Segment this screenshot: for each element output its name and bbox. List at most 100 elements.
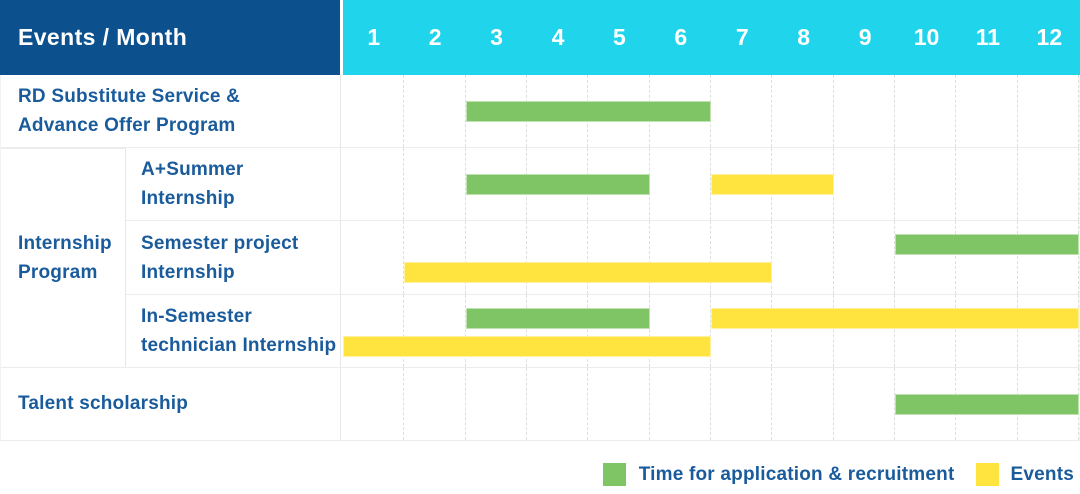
row-label: In-Semester technician Internship xyxy=(1,294,341,367)
row-label-line: Semester project xyxy=(141,232,299,254)
grid-column xyxy=(343,294,405,367)
grid-column xyxy=(404,221,466,294)
grid-column xyxy=(834,148,895,221)
table-row: A+Summer Internship xyxy=(1,147,1079,221)
row-label-line: Advance Offer Program xyxy=(18,115,236,137)
grid-column xyxy=(343,367,405,441)
row-label-line: Internship xyxy=(141,261,235,283)
grid-column xyxy=(1018,75,1079,148)
grid-column xyxy=(834,221,895,294)
grid-column xyxy=(772,75,834,148)
event-bar xyxy=(711,307,1079,329)
grid-column xyxy=(650,367,711,441)
month-header-label: 10 xyxy=(913,24,940,50)
table-row: RD Substitute Service & Advance Offer Pro… xyxy=(1,75,1079,148)
table-row: In-Semester technician Internship xyxy=(1,293,1079,367)
month-header-label: 7 xyxy=(735,24,749,50)
row-chart-area xyxy=(343,221,1079,294)
grid-column xyxy=(466,221,527,294)
row-label-line: In-Semester xyxy=(141,305,252,327)
grid-column xyxy=(650,294,711,367)
grid-column xyxy=(1018,294,1079,367)
row-chart-area xyxy=(343,148,1079,221)
row-label: RD Substitute Service & Advance Offer Pro… xyxy=(1,75,341,148)
grid-column xyxy=(711,221,773,294)
legend-swatch-application xyxy=(602,463,626,486)
grid-column xyxy=(588,221,650,294)
month-header-label: 4 xyxy=(551,24,565,50)
month-header-label: 3 xyxy=(490,24,503,50)
grid-column xyxy=(772,221,834,294)
grid-column xyxy=(343,221,405,294)
grid-column xyxy=(895,294,957,367)
grid-column xyxy=(772,367,834,441)
grid-column xyxy=(650,221,711,294)
grid-column xyxy=(466,367,527,441)
grid-column xyxy=(343,148,405,221)
month-header-row: 1 2 3 4 5 6 7 8 9 10 11 12 xyxy=(343,0,1080,75)
event-bar xyxy=(711,174,834,196)
grid-column xyxy=(404,75,466,148)
grid-column xyxy=(466,294,527,367)
month-header-label: 1 xyxy=(367,24,381,50)
grid-column xyxy=(404,148,466,221)
grid-column xyxy=(711,75,773,148)
grid-column xyxy=(834,294,895,367)
legend-label-application: Time for application & recruitment xyxy=(638,463,955,485)
row-label-line: Talent scholarship xyxy=(18,393,189,415)
grid-column xyxy=(834,367,895,441)
grid-column xyxy=(772,294,834,367)
grid-column xyxy=(1018,148,1079,221)
month-header-label: 9 xyxy=(858,24,872,50)
application-bar xyxy=(895,234,1079,256)
grid-column xyxy=(404,367,466,441)
legend: Time for application & recruitment Event… xyxy=(0,441,1080,494)
group-label-line: Internship xyxy=(18,233,112,254)
grid-column xyxy=(588,294,650,367)
application-bar xyxy=(465,174,650,196)
grid-column xyxy=(527,294,589,367)
grid-column xyxy=(834,75,895,148)
row-chart-area xyxy=(343,75,1079,148)
grid-column xyxy=(956,294,1018,367)
grid-column xyxy=(895,221,957,294)
grid-column xyxy=(650,148,711,221)
group-label-cell: Internship Program xyxy=(1,148,126,367)
legend-swatch-event xyxy=(976,463,1000,486)
row-label-line: Internship xyxy=(141,188,235,210)
row-label: Semester project Internship xyxy=(1,221,341,294)
month-header-label: 12 xyxy=(1036,24,1063,50)
event-bar xyxy=(343,335,711,357)
table-body: RD Substitute Service & Advance Offer Pro… xyxy=(0,75,1080,441)
grid-column xyxy=(343,75,405,148)
events-month-header-cell: Events / Month xyxy=(0,0,340,75)
application-bar xyxy=(895,393,1079,415)
grid-column xyxy=(527,221,589,294)
month-header-label: 6 xyxy=(674,24,688,50)
gantt-header: Events / Month 1 2 3 4 5 6 7 8 9 10 11 12 xyxy=(0,0,1080,75)
legend-label-events: Events xyxy=(1010,463,1074,485)
grid-column xyxy=(711,294,773,367)
event-bar xyxy=(404,262,773,284)
grid-column xyxy=(895,75,957,148)
row-label: Talent scholarship xyxy=(1,367,341,441)
grid-column xyxy=(527,367,589,441)
table-row: Semester project Internship xyxy=(1,220,1079,294)
grid-column xyxy=(1018,221,1079,294)
row-label: A+Summer Internship xyxy=(1,148,341,221)
application-bar xyxy=(465,307,650,329)
row-label-line: A+Summer xyxy=(141,159,244,181)
month-header-label: 11 xyxy=(975,24,1001,50)
events-month-title: Events / Month xyxy=(18,24,188,50)
application-bar xyxy=(465,101,711,123)
grid-column xyxy=(588,367,650,441)
month-header-label: 5 xyxy=(613,24,626,50)
grid-column xyxy=(956,221,1018,294)
grid-column xyxy=(711,367,773,441)
month-header-label: 2 xyxy=(428,24,442,50)
row-chart-area xyxy=(343,367,1079,441)
month-header-label: 8 xyxy=(797,24,811,50)
grid-column xyxy=(956,75,1018,148)
row-label-line: technician Internship xyxy=(141,334,337,356)
